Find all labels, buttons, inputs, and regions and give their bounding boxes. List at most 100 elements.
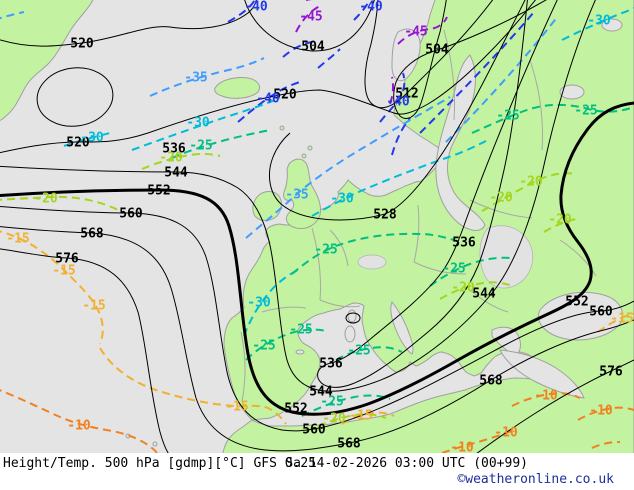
caption-datetime: Sa 14-02-2026 03:00 UTC (00+99): [285, 456, 528, 471]
island-balearics: [295, 349, 305, 355]
isotherm-minus20: [0, 152, 581, 432]
country-borders: [240, 29, 597, 403]
relief-alps: [357, 254, 387, 270]
sea-mediterranean: [250, 302, 582, 427]
temperature-label: -40: [359, 0, 383, 15]
lake-ladoga: [559, 84, 585, 100]
height-contour-label: 528: [373, 208, 397, 223]
temperature-label: -30: [247, 296, 271, 311]
contour-inner-low: [36, 67, 114, 127]
inner-seas: [125, 18, 623, 447]
temperature-label: -40: [244, 0, 268, 15]
land-iceland: [214, 77, 261, 99]
height-contour-label: 552: [284, 402, 307, 417]
contour-504-b: [393, 0, 547, 119]
temperature-labels: -40 -40-45 -30-45-35-40 -40-25-25-30-30-25-…: [6, 0, 633, 453]
contour-560: [0, 205, 634, 432]
height-contour-label: 552: [565, 295, 588, 310]
height-contour-label: 568: [80, 227, 104, 242]
land-ireland: [252, 191, 282, 221]
sea-adriatic: [390, 300, 414, 355]
sea-baltic: [435, 54, 486, 231]
isotherm-minus15: [0, 230, 634, 425]
temperature-label: -30: [80, 131, 104, 146]
lake-onega: [601, 18, 623, 32]
contour-544-trough: [0, 0, 596, 392]
temperature-label: -10: [67, 419, 91, 434]
height-contour-label: 520: [70, 37, 94, 52]
temperature-label: -15: [610, 312, 633, 327]
temperature-label: -10: [589, 404, 613, 419]
contour-536-trough: [317, 0, 558, 388]
isotherm-minus30: [63, 7, 634, 337]
temperature-label: -20: [548, 213, 572, 228]
temperature-label: -20: [34, 192, 58, 207]
temperature-label: -15: [52, 264, 75, 279]
contour-568: [0, 226, 634, 452]
height-contour-label: 568: [479, 374, 503, 389]
caption-parameter: Height/Temp. 500 hPa [gdmp][°C] GFS 0.25: [3, 456, 317, 471]
height-contour-label: 536: [162, 142, 186, 157]
height-contour-label: 520: [66, 136, 90, 151]
temperature-label: -25: [320, 395, 343, 410]
isotherm-minus45: [295, 0, 448, 105]
contour-576-west: [0, 248, 169, 453]
contour-504-u: [244, 0, 375, 52]
temperature-label: -15: [6, 232, 29, 247]
island-shetland: [307, 145, 313, 151]
temperature-label: -15: [82, 299, 105, 314]
sea-east-mediterranean: [499, 349, 585, 399]
temperature-label: -30: [587, 14, 611, 29]
temperature-label: -45: [404, 25, 427, 40]
height-contour-label: 560: [589, 305, 613, 320]
contour-520-nw-top: [0, 0, 257, 47]
temperature-label: -20: [322, 412, 346, 427]
height-contour-label: 560: [302, 423, 326, 438]
temperature-label: -25: [347, 344, 370, 359]
height-contour-label: 504: [425, 43, 449, 58]
copyright-watermark: ©weatheronline.co.uk: [457, 472, 614, 487]
temperature-label: -30: [186, 116, 210, 131]
height-contour-label: 560: [119, 207, 143, 222]
height-contour-label: 536: [452, 236, 476, 251]
contour-520-long: [0, 0, 536, 154]
island-canaries: [152, 441, 158, 447]
temperature-label: -25: [289, 323, 312, 338]
temperature-label: -20: [159, 151, 183, 166]
sea-aegean: [491, 326, 521, 357]
isotherm-minus25: [171, 103, 634, 417]
height-contour-label: 576: [599, 365, 623, 380]
height-contour-label: 576: [55, 252, 79, 267]
temperature-label: -20: [519, 175, 543, 190]
height-contour-label: 544: [164, 166, 188, 181]
height-contour-label: 512: [395, 87, 418, 102]
height-contour-label: 544: [309, 385, 333, 400]
sea-black-sea: [538, 291, 623, 341]
height-contours: [0, 0, 634, 453]
temperature-label: -25: [442, 262, 465, 277]
island-faroe: [279, 125, 285, 131]
height-contour-label: 544: [472, 287, 496, 302]
temperature-label: -15: [225, 400, 248, 415]
temperature-label: -20: [451, 281, 475, 296]
caption-row: Height/Temp. 500 hPa [gdmp][°C] GFS 0.25…: [0, 454, 634, 472]
temperature-label: -20: [489, 191, 513, 206]
isotherm-minus35: [0, 11, 559, 239]
island-sardinia: [344, 325, 356, 343]
temperature-label: -25: [252, 339, 275, 354]
height-contour-label: 552: [147, 184, 170, 199]
height-contour-label: 568: [337, 437, 361, 452]
temperature-label: -25: [314, 243, 337, 258]
height-contour-label: 504: [301, 40, 325, 55]
temperature-label: -40: [386, 95, 410, 110]
height-contour-label: 520: [273, 88, 297, 103]
temperature-label: -25: [574, 104, 597, 119]
temperature-label: -30: [330, 192, 354, 207]
contour-528: [268, 0, 526, 221]
contour-552-bold: [0, 101, 634, 416]
temperature-label: -35: [184, 71, 207, 86]
temperature-label: -25: [189, 139, 212, 154]
temperature-label: -45: [299, 10, 322, 25]
